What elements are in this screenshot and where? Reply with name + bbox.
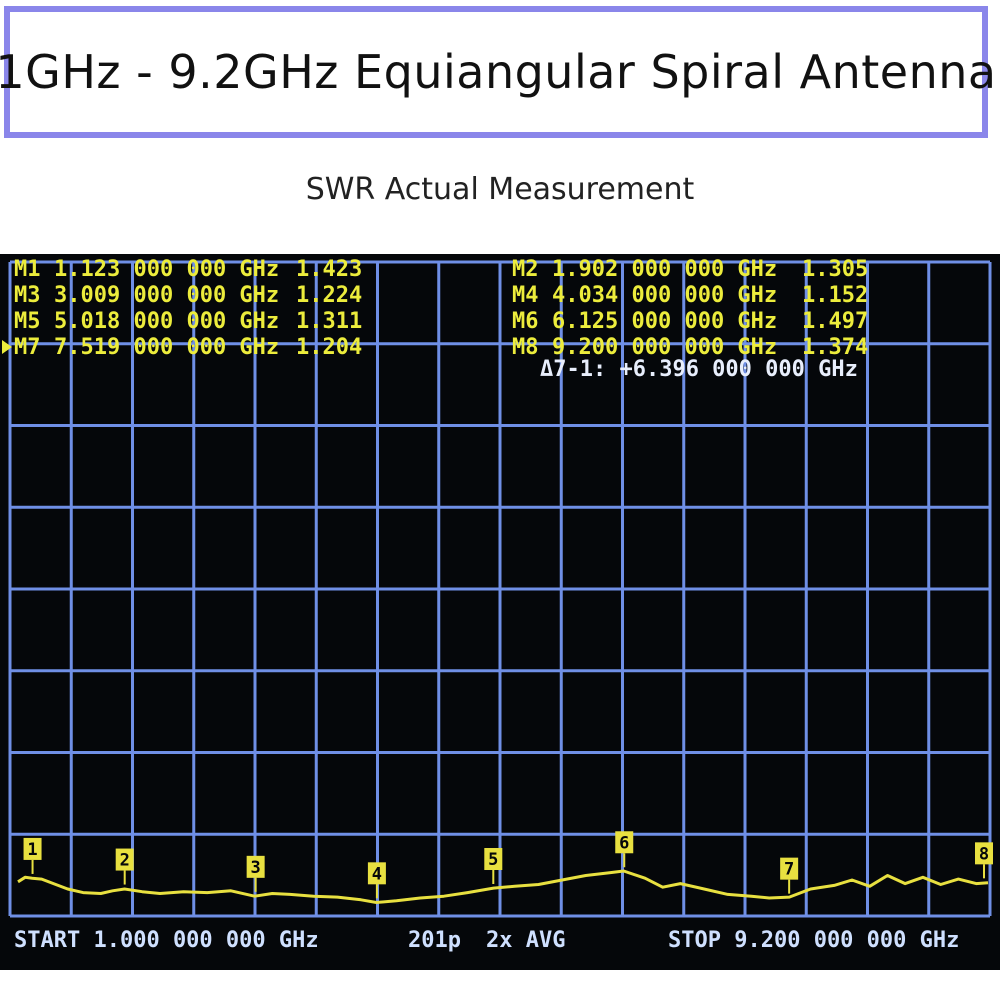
marker-flag xyxy=(115,848,134,871)
marker-7[interactable]: 7 xyxy=(780,857,799,894)
marker-layer: 1 2 3 4 5 6 7 8 xyxy=(23,831,993,899)
marker-frequency: 7.519 000 000 GHz xyxy=(54,335,279,360)
marker-3[interactable]: 3 xyxy=(246,855,265,892)
swr-chart: 1 2 3 4 5 6 7 8 M1 1.123 000 000 GHz 1.423 M3 3.009… xyxy=(2,257,993,953)
marker-6[interactable]: 6 xyxy=(615,831,634,868)
marker-value: 1.311 xyxy=(296,309,362,334)
marker-number: 7 xyxy=(784,860,794,880)
marker-number: 3 xyxy=(251,858,261,878)
marker-number: 4 xyxy=(372,864,382,884)
marker-readout-m1: M1 1.123 000 000 GHz 1.423 xyxy=(14,257,362,282)
delta-readout: Δ7-1: +6.396 000 000 GHz xyxy=(540,357,858,382)
marker-readouts: M1 1.123 000 000 GHz 1.423 M3 3.009 000 000 … xyxy=(2,257,868,382)
marker-5[interactable]: 5 xyxy=(484,848,503,885)
marker-readout-m7: M7 7.519 000 000 GHz 1.204 xyxy=(2,335,362,360)
marker-readout-m8: M8 9.200 000 000 GHz 1.374 xyxy=(512,335,868,360)
marker-flag xyxy=(780,857,799,880)
marker-value: 1.497 xyxy=(802,309,868,334)
marker-2[interactable]: 2 xyxy=(115,848,134,885)
marker-number: 8 xyxy=(979,844,989,864)
marker-label: M4 xyxy=(512,283,539,308)
marker-label: M5 xyxy=(14,309,41,334)
title-box: 1GHz - 9.2GHz Equiangular Spiral Antenna xyxy=(0,6,996,138)
trace-layer xyxy=(17,869,989,904)
marker-label: M8 xyxy=(512,335,539,360)
marker-readout-m2: M2 1.902 000 000 GHz 1.305 xyxy=(512,257,868,282)
analyzer-screen: 1 2 3 4 5 6 7 8 M1 1.123 000 000 GHz 1.423 M3 3.009… xyxy=(0,254,1000,970)
marker-value: 1.374 xyxy=(802,335,868,360)
point-count: 201p xyxy=(408,928,461,953)
marker-flag xyxy=(975,842,993,865)
status-bar: START 1.000 000 000 GHz 201p 2x AVG STOP 9.… xyxy=(14,928,959,953)
marker-flag xyxy=(367,862,386,885)
marker-label: M7 xyxy=(14,335,41,360)
marker-label: M1 xyxy=(14,257,41,282)
marker-frequency: 5.018 000 000 GHz xyxy=(54,309,279,334)
marker-readout-m6: M6 6.125 000 000 GHz 1.497 xyxy=(512,309,868,334)
marker-flag xyxy=(615,831,634,854)
marker-frequency: 1.123 000 000 GHz xyxy=(54,257,279,282)
start-frequency: START 1.000 000 000 GHz xyxy=(14,928,319,953)
marker-readout-m5: M5 5.018 000 000 GHz 1.311 xyxy=(14,309,362,334)
marker-value: 1.305 xyxy=(802,257,868,282)
marker-readout-m3: M3 3.009 000 000 GHz 1.224 xyxy=(14,283,362,308)
marker-frequency: 3.009 000 000 GHz xyxy=(54,283,279,308)
marker-1[interactable]: 1 xyxy=(23,837,42,874)
marker-value: 1.224 xyxy=(296,283,362,308)
marker-label: M6 xyxy=(512,309,539,334)
marker-number: 6 xyxy=(619,833,629,853)
averaging: 2x AVG xyxy=(486,928,565,953)
marker-4[interactable]: 4 xyxy=(367,862,386,899)
marker-number: 2 xyxy=(120,851,130,871)
marker-number: 1 xyxy=(27,840,37,860)
marker-label: M3 xyxy=(14,283,41,308)
marker-frequency: 9.200 000 000 GHz xyxy=(552,335,777,360)
marker-value: 1.423 xyxy=(296,257,362,282)
marker-frequency: 4.034 000 000 GHz xyxy=(552,283,777,308)
marker-value: 1.204 xyxy=(296,335,362,360)
grid xyxy=(8,260,992,918)
marker-flag xyxy=(484,848,503,871)
marker-readout-m4: M4 4.034 000 000 GHz 1.152 xyxy=(512,283,868,308)
marker-frequency: 1.902 000 000 GHz xyxy=(552,257,777,282)
marker-8[interactable]: 8 xyxy=(975,842,993,879)
marker-label: M2 xyxy=(512,257,539,282)
marker-flag xyxy=(246,855,265,878)
marker-frequency: 6.125 000 000 GHz xyxy=(552,309,777,334)
active-marker-icon xyxy=(2,340,12,354)
marker-value: 1.152 xyxy=(802,283,868,308)
stop-frequency: STOP 9.200 000 000 GHz xyxy=(668,928,959,953)
page-subtitle: SWR Actual Measurement xyxy=(305,172,695,207)
marker-flag xyxy=(23,837,42,860)
swr-trace xyxy=(17,869,989,904)
page-title: 1GHz - 9.2GHz Equiangular Spiral Antenna xyxy=(0,45,997,99)
marker-number: 5 xyxy=(488,850,498,870)
